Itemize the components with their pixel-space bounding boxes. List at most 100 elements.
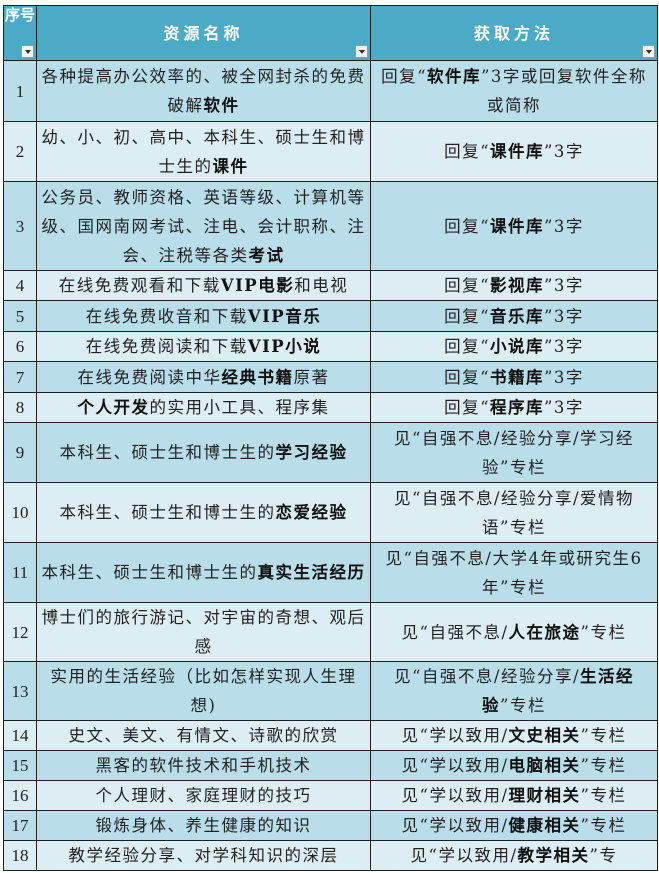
cell-name[interactable]: 各种提高办公效率的、被全网封杀的免费破解软件 [36, 60, 371, 122]
text: 见“自强不息/大学4年或研究生6年”专栏 [385, 548, 643, 597]
cell-name[interactable]: 在线免费观看和下载VIP电影和电视 [36, 270, 371, 301]
cell-method[interactable]: 见“学以致用/文史相关”专栏 [370, 720, 658, 751]
cell-method[interactable]: 见“自强不息/经验分享/爱情物语”专栏 [370, 482, 658, 543]
cell-method[interactable]: 见“学以致用/健康相关”专栏 [370, 810, 658, 841]
text: 原著 [293, 367, 330, 387]
cell-method[interactable]: 回复“小说库”3字 [370, 331, 658, 362]
text: 幼、小、初、高中、本科生、硕士生和博士生的 [41, 127, 366, 176]
cell-num[interactable]: 17 [3, 810, 37, 841]
cell-name[interactable]: 个人开发的实用小工具、程序集 [36, 392, 371, 423]
cell-name[interactable]: 个人理财、家庭理财的技巧 [36, 780, 371, 811]
cell-name[interactable]: 在线免费阅读和下载VIP小说 [36, 331, 371, 362]
cell-num[interactable]: 11 [3, 542, 37, 603]
text: 回复“ [444, 276, 490, 295]
cell-name[interactable]: 在线免费收音和下载VIP音乐 [36, 300, 371, 332]
text: 回复“ [444, 367, 490, 387]
cell-num[interactable]: 10 [3, 482, 37, 543]
cell-name[interactable]: 博士们的旅行游记、对宇宙的奇想、观后感 [36, 602, 371, 662]
cell-method[interactable]: 回复“程序库”3字 [370, 392, 658, 423]
text: 见“学以致用/ [401, 756, 509, 775]
text: ”3字 [544, 142, 584, 161]
table-row: 6 在线免费阅读和下载VIP小说 回复“小说库”3字 [3, 331, 658, 362]
cell-method[interactable]: 见“自强不息/经验分享/学习经验”专栏 [370, 422, 658, 483]
text: 见“自强不息/经验分享/爱情物语”专栏 [393, 488, 635, 537]
text: 本科生、硕士生和博士生的 [41, 563, 258, 582]
bold-text: 人在旅途 [508, 622, 581, 642]
cell-name[interactable]: 公务员、教师资格、英语等级、计算机等级、国网南网考试、注电、会计职称、注会、注税… [36, 181, 371, 271]
text: 见“学以致用/ [401, 816, 509, 835]
cell-num[interactable]: 12 [3, 602, 37, 662]
cell-name[interactable]: 本科生、硕士生和博士生的恋爱经验 [36, 482, 371, 543]
cell-method[interactable]: 见“学以致用/电脑相关”专栏 [370, 750, 658, 781]
text: 回复“ [381, 67, 427, 86]
cell-num[interactable]: 18 [3, 840, 37, 871]
text: 见“自强不息/ [401, 622, 509, 642]
cell-name[interactable]: 幼、小、初、高中、本科生、硕士生和博士生的课件 [36, 121, 371, 182]
table-row: 14 史文、美文、有情文、诗歌的欣赏 见“学以致用/文史相关”专栏 [3, 720, 658, 751]
cell-num[interactable]: 9 [3, 422, 37, 483]
cell-method[interactable]: 回复“课件库”3字 [370, 181, 658, 271]
cell-name[interactable]: 实用的生活经验（比如怎样实现人生理想) [36, 661, 371, 721]
header-num: 序号 [3, 5, 37, 61]
table-row: 9 本科生、硕士生和博士生的学习经验 见“自强不息/经验分享/学习经验”专栏 [3, 422, 658, 483]
cell-num[interactable]: 7 [3, 361, 37, 393]
cell-num[interactable]: 4 [3, 270, 37, 301]
cell-name[interactable]: 本科生、硕士生和博士生的学习经验 [36, 422, 371, 483]
dropdown-filter-icon[interactable] [21, 45, 34, 58]
cell-name[interactable]: 锻炼身体、养生健康的知识 [36, 810, 371, 841]
cell-name[interactable]: 本科生、硕士生和博士生的真实生活经历 [36, 542, 371, 603]
cell-method[interactable]: 回复“影视库”3字 [370, 270, 658, 301]
bold-text: 文史相关 [508, 726, 581, 745]
text: 在线免费收音和下载 [85, 306, 248, 326]
header-row: 序号 资源名称 获取方法 [3, 5, 658, 61]
cell-num[interactable]: 13 [3, 661, 37, 721]
text: ”3字 [544, 276, 584, 295]
cell-method[interactable]: 见“学以致用/理财相关”专栏 [370, 780, 658, 811]
cell-method[interactable]: 见“自强不息/经验分享/生活经验”专栏 [370, 661, 658, 721]
cell-name[interactable]: 黑客的软件技术和手机技术 [36, 750, 371, 781]
cell-method[interactable]: 见“自强不息/大学4年或研究生6年”专栏 [370, 542, 658, 603]
cell-num[interactable]: 2 [3, 121, 37, 182]
text: 见“自强不息/经验分享/ [393, 667, 581, 686]
cell-num[interactable]: 14 [3, 720, 37, 751]
bold-text: VIP音乐 [247, 306, 322, 326]
cell-num[interactable]: 5 [3, 300, 37, 332]
cell-name[interactable]: 在线免费阅读中华经典书籍原著 [36, 361, 371, 393]
text: ”3字或回复软件全称或简称 [481, 67, 647, 115]
text: 见“学以致用/ [410, 846, 518, 865]
text: ”专 [589, 846, 618, 865]
text: 本科生、硕士生和博士生的 [59, 503, 276, 522]
text: 公务员、教师资格、英语等级、计算机等级、国网南网考试、注电、会计职称、注会、注税… [41, 187, 366, 265]
bold-text: 软件库 [427, 67, 481, 86]
bold-text: 课件 [212, 156, 249, 176]
bold-text: 影视库 [490, 276, 544, 295]
cell-num[interactable]: 1 [3, 60, 37, 122]
table-row: 7 在线免费阅读中华经典书籍原著 回复“书籍库”3字 [3, 361, 658, 393]
bold-text: 教学相关 [517, 846, 590, 865]
text: 本科生、硕士生和博士生的 [59, 443, 276, 462]
cell-num[interactable]: 3 [3, 181, 37, 271]
text: ”3字 [544, 216, 584, 236]
table-row: 2 幼、小、初、高中、本科生、硕士生和博士生的课件 回复“课件库”3字 [3, 121, 658, 182]
cell-method[interactable]: 回复“书籍库”3字 [370, 361, 658, 393]
text: ”专栏 [580, 726, 627, 745]
cell-method[interactable]: 回复“课件库”3字 [370, 121, 658, 182]
cell-num[interactable]: 15 [3, 750, 37, 781]
text: 回复“ [444, 306, 490, 326]
bold-text: VIP电影 [220, 276, 295, 295]
dropdown-filter-icon[interactable] [355, 45, 368, 58]
cell-name[interactable]: 史文、美文、有情文、诗歌的欣赏 [36, 720, 371, 751]
table-row: 8 个人开发的实用小工具、程序集 回复“程序库”3字 [3, 392, 658, 423]
cell-method[interactable]: 见“学以致用/教学相关”专 [370, 840, 658, 871]
cell-method[interactable]: 回复“软件库”3字或回复软件全称或简称 [370, 60, 658, 122]
cell-name[interactable]: 教学经验分享、对学科知识的深层 [36, 840, 371, 871]
bold-text: 软件 [203, 96, 240, 115]
cell-method[interactable]: 见“自强不息/人在旅途”专栏 [370, 602, 658, 662]
cell-num[interactable]: 6 [3, 331, 37, 362]
cell-num[interactable]: 8 [3, 392, 37, 423]
cell-method[interactable]: 回复“音乐库”3字 [370, 300, 658, 332]
text: ”专栏 [500, 696, 546, 715]
dropdown-filter-icon[interactable] [642, 45, 655, 58]
header-method: 获取方法 [370, 5, 658, 61]
cell-num[interactable]: 16 [3, 780, 37, 811]
